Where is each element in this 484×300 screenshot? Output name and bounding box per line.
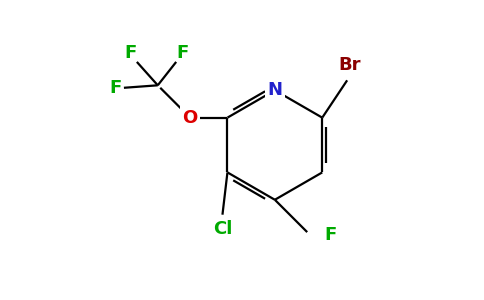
Text: Cl: Cl [213,220,232,238]
Text: Br: Br [338,56,361,74]
Text: F: F [109,79,121,97]
Text: F: F [124,44,136,62]
Text: O: O [182,109,198,127]
Text: N: N [267,81,282,99]
Text: F: F [325,226,337,244]
Text: F: F [177,44,189,62]
